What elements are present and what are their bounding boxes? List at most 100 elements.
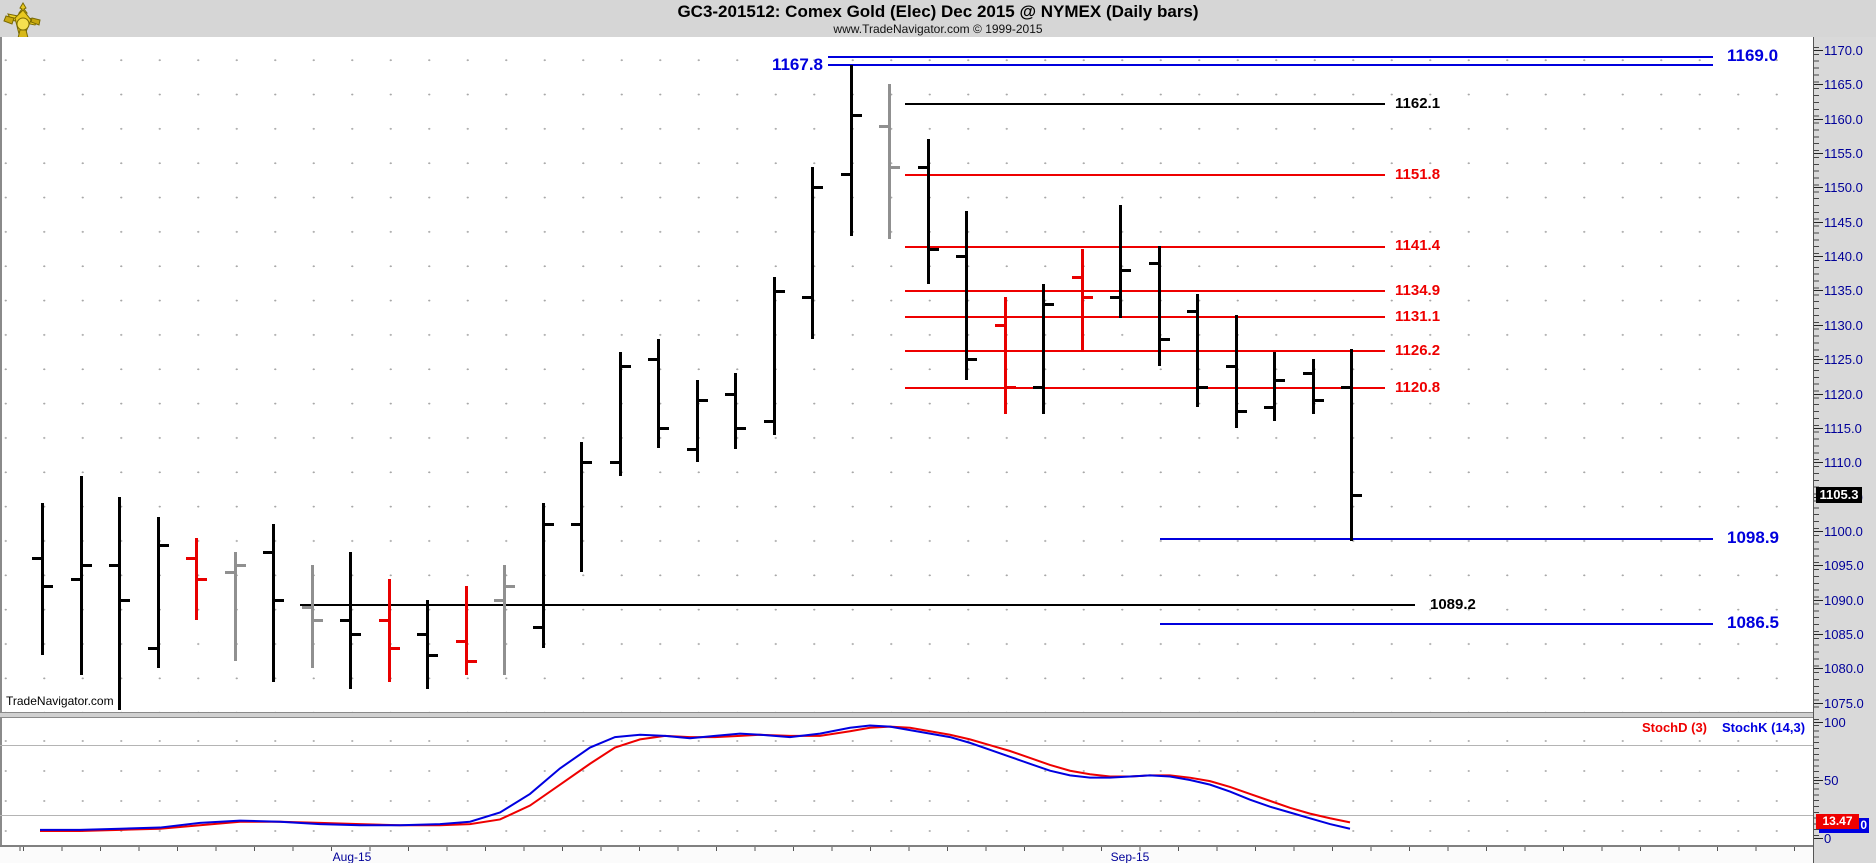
ohlc-close-tick xyxy=(82,564,92,568)
ohlc-close-tick xyxy=(121,598,130,602)
level-label-1134.9: 1134.9 xyxy=(1395,281,1441,299)
stochd-last-value-box: 13.47 xyxy=(1816,814,1859,830)
price-axis-major-tick xyxy=(1814,462,1823,464)
level-line-1134.9[interactable] xyxy=(905,290,1385,293)
level-line-1126.2[interactable] xyxy=(905,349,1385,352)
ohlc-bar[interactable] xyxy=(464,585,468,676)
ohlc-bar[interactable] xyxy=(580,441,583,573)
price-axis-label: 1170.0 xyxy=(1824,43,1863,58)
level-line-1089.2[interactable] xyxy=(300,604,1415,607)
price-axis-major-tick xyxy=(1814,668,1823,670)
price-axis-label: 1115.0 xyxy=(1824,420,1862,436)
ohlc-bar[interactable] xyxy=(349,551,352,689)
ohlc-bar[interactable] xyxy=(695,379,699,463)
ohlc-bar[interactable] xyxy=(1003,297,1007,415)
ohlc-bar[interactable] xyxy=(1196,293,1199,408)
ohlc-bar[interactable] xyxy=(503,565,506,676)
ohlc-bar[interactable] xyxy=(1119,204,1122,318)
ohlc-bar[interactable] xyxy=(1273,352,1276,422)
price-axis-label: 1120.0 xyxy=(1824,386,1863,402)
stochk-series-label[interactable]: StochK (14,3) xyxy=(1722,720,1806,735)
ohlc-close-tick xyxy=(198,578,207,582)
ohlc-bar[interactable] xyxy=(118,496,121,710)
ohlc-close-tick xyxy=(1353,493,1362,497)
ohlc-bar[interactable] xyxy=(156,517,160,669)
ohlc-bar[interactable] xyxy=(734,372,737,449)
chart-title: GC3-201512: Comex Gold (Elec) Dec 2015 @… xyxy=(677,2,1199,21)
ohlc-bar[interactable] xyxy=(426,599,429,689)
price-axis-major-tick xyxy=(1814,290,1823,292)
level-line-1162.1[interactable] xyxy=(905,103,1385,106)
ohlc-bar[interactable] xyxy=(1234,314,1238,428)
ohlc-open-tick xyxy=(1225,365,1235,369)
ohlc-bar[interactable] xyxy=(811,166,814,339)
ohlc-bar[interactable] xyxy=(195,537,198,621)
level-line-1098.9[interactable] xyxy=(1160,537,1713,540)
price-axis-major-tick xyxy=(1814,50,1823,51)
ohlc-bar[interactable] xyxy=(657,338,660,449)
price-axis-label: 1140.0 xyxy=(1824,249,1863,265)
ohlc-bar[interactable] xyxy=(387,579,391,683)
level-label-1086.5: 1086.5 xyxy=(1727,613,1779,633)
price-axis-major-tick xyxy=(1814,84,1823,86)
price-chart-panel[interactable] xyxy=(0,37,1815,713)
price-axis-major-tick xyxy=(1814,359,1823,361)
trade-navigator-logo-icon[interactable] xyxy=(2,0,44,42)
level-line-1167.8[interactable] xyxy=(828,64,1713,67)
level-line-1086.5[interactable] xyxy=(1160,622,1713,625)
ohlc-bar[interactable] xyxy=(965,211,968,380)
stochastic-panel[interactable] xyxy=(0,718,1815,845)
ohlc-bar[interactable] xyxy=(772,276,776,435)
ohlc-bar[interactable] xyxy=(849,65,853,236)
level-line-1141.4[interactable] xyxy=(905,245,1385,248)
ohlc-bar[interactable] xyxy=(41,503,44,655)
ohlc-bar[interactable] xyxy=(233,551,237,662)
stoch-axis-label: 100 xyxy=(1824,715,1846,730)
ohlc-bar[interactable] xyxy=(618,352,622,476)
ohlc-bar[interactable] xyxy=(1311,359,1315,415)
level-line-1120.8[interactable] xyxy=(905,387,1385,390)
level-label-1141.4: 1141.4 xyxy=(1395,237,1441,255)
ohlc-bar[interactable] xyxy=(1042,283,1045,415)
ohlc-bar[interactable] xyxy=(1080,249,1084,353)
ohlc-close-tick xyxy=(275,598,284,602)
price-axis-major-tick xyxy=(1814,565,1823,567)
ohlc-close-tick xyxy=(1045,303,1054,307)
ohlc-open-tick xyxy=(455,639,465,643)
stoch-gridline-80 xyxy=(0,745,1813,747)
stochd-series-label[interactable]: StochD (3) xyxy=(1642,720,1707,735)
ohlc-open-tick xyxy=(1071,275,1081,279)
ohlc-bar[interactable] xyxy=(79,475,83,676)
price-axis[interactable]: 1105.3 0 13.47 1170.0 1165.0 1160.0 1155.0 1… xyxy=(1813,37,1876,863)
ohlc-open-tick xyxy=(1302,371,1312,375)
price-axis-label: 1150.0 xyxy=(1824,180,1863,196)
ohlc-open-tick xyxy=(263,550,272,554)
ohlc-bar[interactable] xyxy=(1157,245,1161,367)
ohlc-bar[interactable] xyxy=(1350,348,1353,542)
stochd-curve xyxy=(40,725,1351,833)
ohlc-bar[interactable] xyxy=(541,503,545,648)
level-label-1098.9: 1098.9 xyxy=(1727,527,1779,547)
ohlc-close-tick xyxy=(1122,268,1131,272)
level-line-1131.1[interactable] xyxy=(905,316,1385,319)
panel-separator[interactable] xyxy=(0,712,1813,718)
level-line-1169.0[interactable] xyxy=(828,55,1713,58)
level-line-1151.8[interactable] xyxy=(905,174,1385,177)
ohlc-open-tick xyxy=(1341,385,1350,389)
price-axis-label: 1145.0 xyxy=(1824,214,1863,230)
price-axis-label: 1085.0 xyxy=(1824,626,1864,642)
price-axis-label: 1135.0 xyxy=(1824,283,1863,299)
ohlc-open-tick xyxy=(301,605,311,609)
stochastic-curves xyxy=(40,724,1351,833)
price-axis-major-tick xyxy=(1814,153,1823,155)
price-axis-label: 1095.0 xyxy=(1824,558,1864,574)
ohlc-close-tick xyxy=(1276,378,1285,382)
price-axis-major-tick xyxy=(1814,324,1823,326)
ohlc-bar[interactable] xyxy=(310,565,314,669)
ohlc-bar[interactable] xyxy=(926,139,930,284)
price-axis-label: 1155.0 xyxy=(1824,146,1863,162)
ohlc-bar[interactable] xyxy=(888,84,891,239)
ohlc-close-tick xyxy=(1314,399,1324,403)
date-axis[interactable]: Aug-15 Sep-15 xyxy=(0,845,1813,863)
ohlc-bar[interactable] xyxy=(272,524,275,683)
